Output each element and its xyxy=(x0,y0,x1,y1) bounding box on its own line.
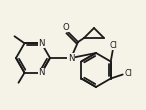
Text: N: N xyxy=(38,39,45,48)
Text: Cl: Cl xyxy=(110,41,118,50)
Text: O: O xyxy=(63,23,69,31)
Text: N: N xyxy=(38,68,45,77)
Text: N: N xyxy=(68,53,74,62)
Text: Cl: Cl xyxy=(125,69,133,78)
